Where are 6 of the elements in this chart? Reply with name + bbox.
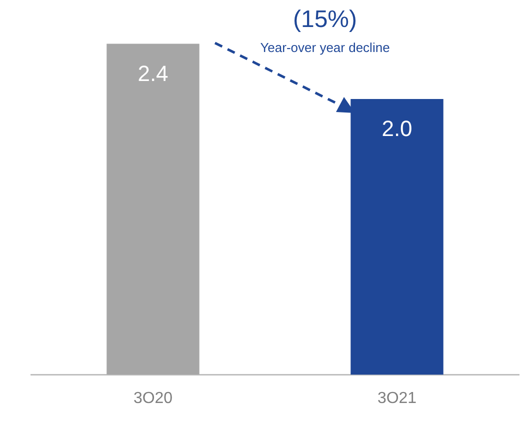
x-tick-label: 3O21: [377, 390, 417, 407]
data-label: 2.4: [138, 60, 168, 86]
data-label: 2.0: [382, 116, 412, 142]
text: (15%): [292, 6, 358, 34]
annotation: Year-over year decline: [260, 40, 390, 55]
x-tick-label: 3O20: [133, 390, 173, 407]
